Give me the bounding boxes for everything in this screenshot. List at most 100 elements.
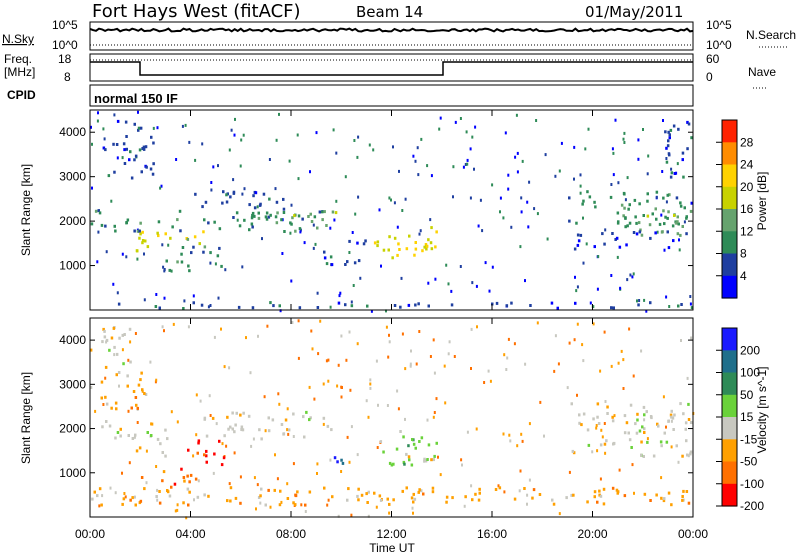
- range-cell: [269, 213, 272, 217]
- range-cell: [690, 336, 693, 340]
- range-cell: [196, 495, 200, 499]
- range-cell: [598, 493, 601, 497]
- range-cell: [494, 488, 498, 491]
- range-cell: [526, 493, 529, 497]
- range-cell: [329, 255, 333, 259]
- range-cell: [98, 211, 102, 215]
- range-cell: [112, 142, 115, 146]
- range-cell: [197, 479, 200, 483]
- range-cell: [376, 446, 379, 449]
- range-cell: [150, 422, 153, 426]
- range-cell: [322, 416, 326, 420]
- range-cell: [141, 388, 144, 392]
- range-cell: [193, 235, 197, 239]
- range-cell: [414, 446, 417, 450]
- range-cell: [397, 407, 400, 411]
- range-cell: [418, 488, 421, 492]
- range-cell: [128, 327, 132, 331]
- range-cell: [388, 235, 391, 239]
- range-cell: [655, 493, 658, 497]
- range-cell: [164, 232, 167, 236]
- range-cell: [683, 220, 686, 224]
- range-cell: [380, 264, 382, 268]
- range-cell: [149, 360, 152, 364]
- range-cell: [137, 383, 141, 387]
- range-cell: [292, 412, 295, 416]
- range-cell: [635, 232, 639, 236]
- range-cell: [452, 195, 454, 199]
- range-cell: [424, 459, 428, 463]
- range-cell: [152, 126, 155, 130]
- range-cell: [412, 500, 415, 504]
- range-cell: [278, 304, 281, 308]
- nsky-trace: [89, 27, 694, 33]
- range-cell: [323, 250, 326, 254]
- range-cell: [414, 303, 417, 307]
- range-cell: [628, 221, 632, 225]
- range-cell: [231, 411, 234, 415]
- range-cell: [662, 395, 665, 399]
- range-cell: [516, 170, 519, 174]
- range-cell: [685, 232, 688, 236]
- range-cell: [417, 302, 420, 306]
- range-cell: [451, 496, 454, 500]
- range-cell: [387, 355, 390, 359]
- range-cell: [354, 212, 357, 216]
- range-cell: [432, 458, 435, 462]
- range-cell: [589, 301, 592, 305]
- range-cell: [172, 322, 175, 326]
- range-cell: [398, 169, 400, 173]
- range-cell: [226, 192, 229, 196]
- range-cell: [601, 232, 604, 236]
- range-cell: [503, 490, 506, 494]
- range-cell: [603, 442, 607, 446]
- range-cell: [430, 458, 433, 462]
- range-cell: [290, 203, 293, 207]
- range-cell: [668, 305, 671, 308]
- range-cell: [513, 497, 517, 501]
- range-cell: [585, 242, 588, 246]
- range-cell: [164, 428, 167, 432]
- range-cell: [115, 143, 119, 146]
- range-cell: [582, 261, 585, 265]
- range-cell: [94, 209, 98, 213]
- range-cell: [642, 405, 646, 409]
- range-cell: [689, 295, 692, 298]
- range-cell: [409, 364, 412, 368]
- range-cell: [588, 195, 592, 199]
- range-cell: [411, 506, 414, 510]
- range-cell: [623, 431, 627, 435]
- range-cell: [331, 495, 334, 499]
- range-cell: [239, 413, 242, 417]
- range-cell: [330, 428, 333, 432]
- range-cell: [378, 494, 382, 498]
- range-cell: [353, 139, 356, 142]
- range-cell: [129, 340, 132, 344]
- range-cell: [372, 148, 375, 152]
- range-cell: [259, 494, 262, 498]
- range-cell: [491, 183, 494, 187]
- range-cell: [395, 447, 399, 451]
- range-cell: [201, 142, 204, 146]
- range-cell: [660, 230, 664, 234]
- range-cell: [642, 455, 645, 458]
- range-cell: [643, 492, 647, 496]
- x-tick-label: 00:00: [75, 527, 105, 541]
- range-cell: [143, 487, 146, 491]
- range-cell: [586, 428, 590, 432]
- range-cell: [117, 302, 121, 306]
- range-cell: [671, 224, 675, 228]
- range-cell: [423, 457, 426, 461]
- range-cell: [631, 463, 634, 467]
- range-cell: [283, 230, 286, 233]
- range-cell: [635, 221, 638, 225]
- range-cell: [179, 229, 182, 233]
- range-cell: [212, 165, 215, 169]
- range-cell: [235, 211, 239, 215]
- range-cell: [100, 503, 103, 507]
- colorbar-tick-label: 8: [740, 247, 747, 261]
- range-cell: [280, 218, 283, 222]
- range-cell: [322, 382, 325, 386]
- range-cell: [647, 154, 650, 158]
- range-cell: [574, 275, 576, 279]
